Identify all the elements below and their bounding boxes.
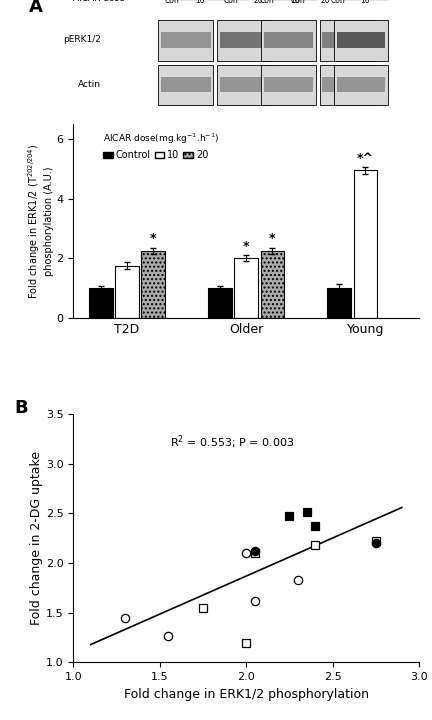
Bar	[320, 20, 375, 60]
Bar	[322, 32, 372, 48]
Text: Con: Con	[260, 0, 274, 5]
Bar	[217, 65, 272, 105]
Bar	[142, 251, 165, 318]
Text: pERK1/2: pERK1/2	[63, 35, 101, 44]
Point	[303, 505, 310, 517]
Point	[251, 546, 258, 557]
Bar	[235, 258, 258, 318]
Point	[200, 602, 206, 613]
Bar	[219, 32, 270, 48]
Y-axis label: Fold change in 2-DG uptake: Fold change in 2-DG uptake	[30, 451, 43, 625]
Point	[243, 547, 250, 559]
Y-axis label: Fold change in ERK1/2 (T$^{202/204}$)
phosphorylation (A.U.): Fold change in ERK1/2 (T$^{202/204}$) ph…	[26, 143, 54, 299]
Text: R$^2$ = 0.553; P = 0.003: R$^2$ = 0.553; P = 0.003	[170, 433, 295, 451]
Bar	[261, 65, 316, 105]
Point	[286, 510, 293, 522]
Bar	[354, 171, 377, 318]
Bar	[158, 65, 213, 105]
Text: B: B	[15, 400, 29, 418]
Bar	[161, 32, 211, 48]
X-axis label: Fold change in ERK1/2 phosphorylation: Fold change in ERK1/2 phosphorylation	[124, 688, 369, 701]
Text: Actin: Actin	[78, 79, 101, 89]
Bar	[264, 32, 313, 48]
Text: 10: 10	[195, 0, 204, 5]
Bar	[264, 77, 313, 92]
Point	[312, 539, 319, 551]
Text: *: *	[269, 233, 276, 246]
Bar	[334, 65, 388, 105]
Bar	[115, 266, 139, 318]
Text: Con: Con	[330, 0, 345, 5]
Point	[312, 521, 319, 532]
Point	[251, 595, 258, 607]
Bar	[337, 32, 385, 48]
Text: A: A	[29, 0, 42, 16]
Text: Con: Con	[291, 0, 305, 5]
Text: 10: 10	[361, 0, 370, 5]
Point	[243, 636, 250, 648]
Bar	[217, 20, 272, 60]
Point	[251, 547, 258, 559]
Bar	[322, 77, 372, 92]
Bar	[219, 77, 270, 92]
Bar	[161, 77, 211, 92]
Bar	[320, 65, 375, 105]
Bar	[261, 20, 316, 60]
Point	[165, 630, 172, 642]
Text: *: *	[150, 233, 156, 246]
Text: *^: *^	[357, 151, 374, 165]
Legend: Control, 10, 20: Control, 10, 20	[99, 127, 223, 164]
Text: 20: 20	[321, 0, 330, 5]
Point	[295, 575, 302, 586]
Bar	[208, 288, 232, 318]
Bar	[260, 251, 284, 318]
Text: AICAR dose: AICAR dose	[73, 0, 125, 4]
Text: 20: 20	[254, 0, 263, 5]
Bar	[334, 20, 388, 60]
Bar	[89, 288, 113, 318]
Bar	[327, 288, 351, 318]
Text: Con: Con	[165, 0, 179, 5]
Text: Con: Con	[223, 0, 238, 5]
Text: *: *	[243, 240, 250, 253]
Text: 10: 10	[290, 0, 299, 5]
Bar	[158, 20, 213, 60]
Bar	[337, 77, 385, 92]
Point	[372, 536, 379, 547]
Point	[122, 612, 129, 624]
Point	[372, 538, 379, 549]
